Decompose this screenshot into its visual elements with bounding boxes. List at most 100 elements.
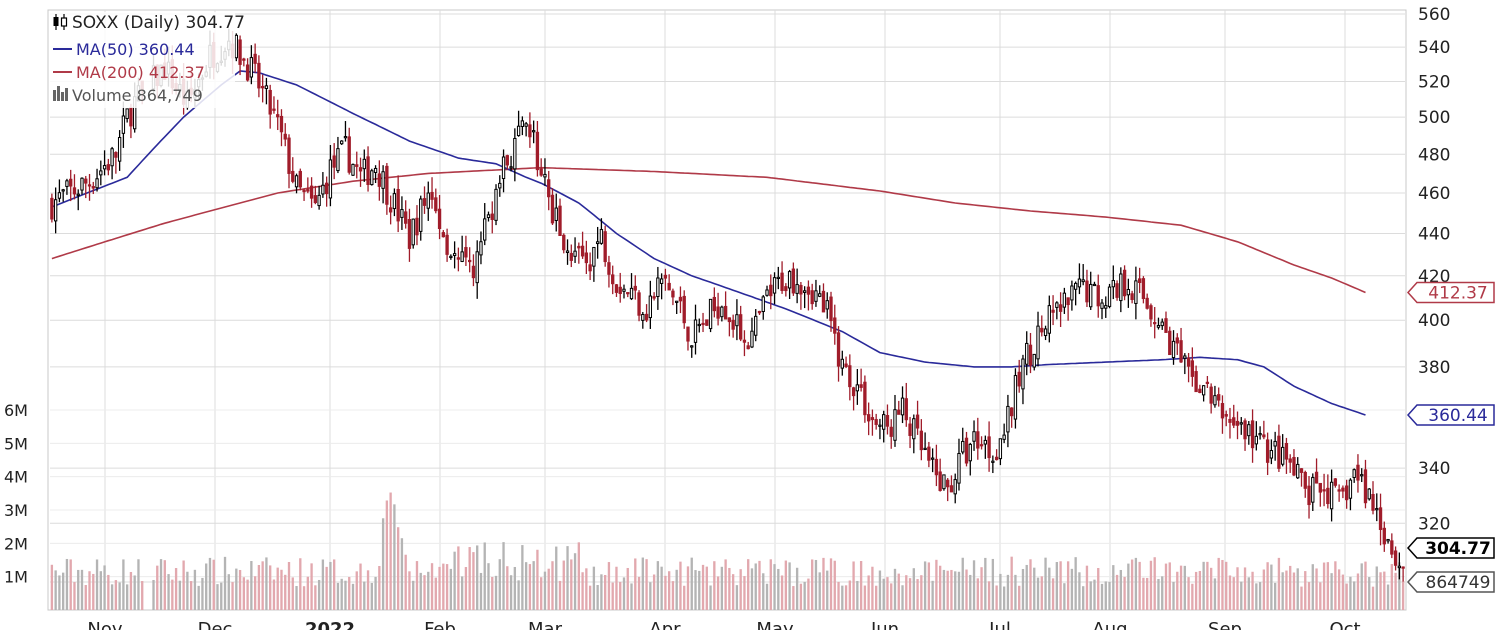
volume-bar [1018, 585, 1021, 610]
candle-body [1186, 357, 1191, 367]
candle-body [95, 178, 99, 189]
candle-body [332, 155, 336, 168]
candle-body [65, 180, 69, 187]
volume-bar [679, 561, 682, 610]
candle-body [829, 296, 833, 322]
volume-bar [351, 583, 355, 610]
candle-body [754, 315, 758, 336]
price-tick-label: 460 [1418, 184, 1450, 204]
candle-body [479, 241, 483, 256]
candle-body [336, 148, 340, 172]
volume-bar [366, 570, 370, 610]
candle-body [1066, 297, 1070, 306]
candle-body [731, 319, 735, 330]
volume-bar [795, 567, 799, 610]
volume-bar [1100, 583, 1104, 610]
volume-bar [1048, 567, 1051, 610]
candle-body [91, 186, 95, 189]
candle-body [1025, 342, 1029, 365]
volume-bar [807, 578, 810, 610]
candle-body [1055, 302, 1059, 308]
price-tick-label: 340 [1418, 459, 1450, 479]
volume-bar [1322, 562, 1326, 610]
candle-body [983, 439, 987, 445]
candle-body [528, 124, 532, 138]
volume-legend-icon [53, 86, 68, 101]
volume-bar [1059, 561, 1062, 610]
candle-body [1375, 508, 1379, 511]
volume-bar [1085, 565, 1089, 610]
candle-body [1198, 388, 1202, 394]
candle-body [358, 167, 363, 172]
volume-bar [630, 583, 633, 610]
candle-body [1318, 482, 1322, 493]
candle-body [1329, 481, 1334, 510]
candle-body [769, 284, 773, 297]
volume-bar [1289, 565, 1292, 610]
volume-bar [1002, 586, 1006, 610]
candle-body [404, 211, 408, 224]
volume-bar [99, 571, 102, 610]
volume-bar [743, 576, 746, 610]
candle-body [1051, 309, 1055, 313]
volume-bar [156, 565, 159, 610]
volume-bar [344, 580, 347, 610]
candle-body [716, 306, 720, 319]
volume-bar [464, 567, 468, 610]
candle-body [1367, 488, 1371, 500]
candle-body [791, 268, 796, 294]
volume-bar [137, 559, 140, 610]
volume-bar [453, 551, 456, 610]
candle-body [607, 262, 611, 275]
volume-bar [321, 559, 325, 610]
candle-body [1356, 464, 1360, 481]
candle-body [1258, 433, 1262, 436]
volume-bar [295, 586, 298, 610]
candle-body [366, 156, 370, 185]
candle-body [1111, 280, 1115, 288]
candle-body [415, 217, 419, 236]
candle-body [848, 365, 852, 388]
volume-bar [476, 545, 479, 610]
candle-body [976, 431, 980, 449]
candle-body [908, 423, 912, 436]
candle-body [1010, 407, 1014, 417]
candle-body [1134, 280, 1138, 304]
volume-bar [1243, 567, 1247, 610]
volume-bar [186, 571, 189, 610]
volume-bar [600, 574, 603, 610]
volume-bar [487, 563, 490, 610]
candle-body [396, 188, 400, 222]
volume-bar [227, 574, 230, 610]
candle-body [69, 178, 73, 187]
volume-bar [1089, 581, 1092, 610]
volume-bar [257, 565, 261, 610]
volume-bar [291, 577, 294, 610]
volume-bar [340, 578, 343, 610]
volume-bar [901, 585, 904, 610]
volume-bar [788, 562, 791, 610]
volume-bar [133, 575, 136, 610]
candle-body [437, 208, 442, 230]
candle-body [1175, 337, 1179, 344]
volume-bar [1010, 556, 1013, 610]
volume-bar [871, 566, 874, 610]
legend-ma200: MA(200) 412.37 [76, 63, 205, 82]
volume-bar [893, 568, 897, 610]
candle-body [53, 199, 58, 222]
volume-bar [253, 576, 257, 610]
candle-body [324, 182, 329, 195]
volume-bar [908, 578, 912, 610]
volume-bar [427, 571, 430, 610]
volume-bar [359, 563, 362, 610]
volume-bar [588, 585, 592, 610]
candle-body [923, 447, 927, 451]
volume-bar [1119, 569, 1122, 610]
volume-bar [122, 559, 125, 610]
candle-body [1047, 305, 1051, 334]
volume-bar [163, 560, 166, 610]
volume-bar [596, 585, 599, 610]
candle-body [1311, 477, 1315, 503]
volume-bar [1168, 562, 1171, 610]
candle-body [1100, 302, 1104, 309]
